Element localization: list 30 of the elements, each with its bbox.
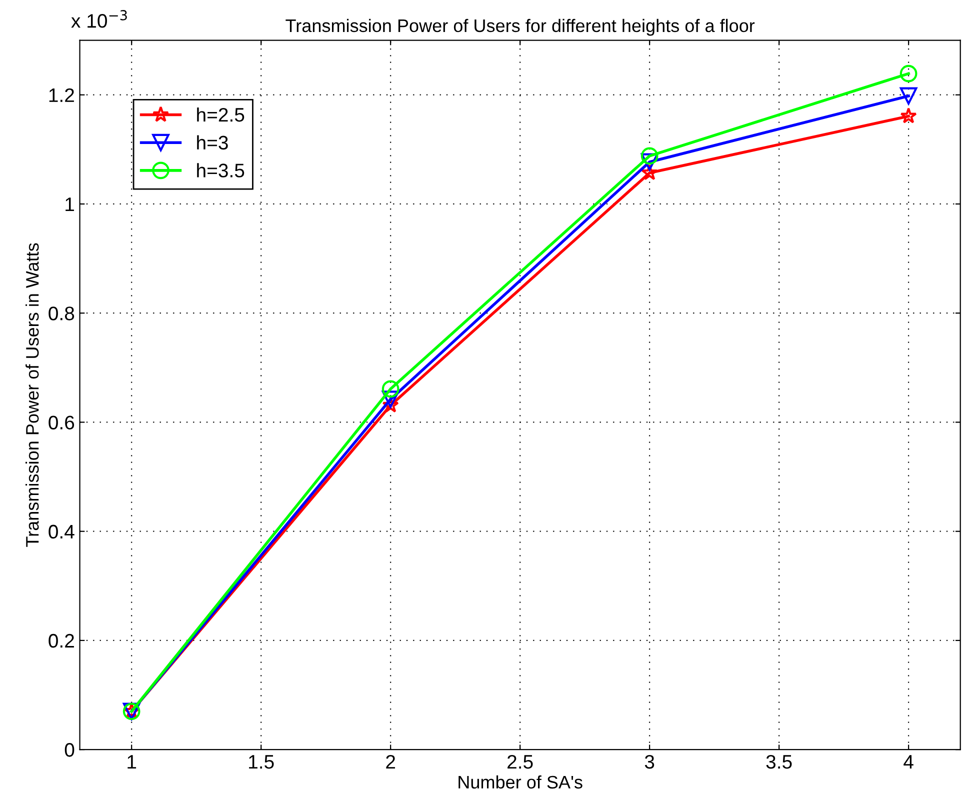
point: [640, 147, 658, 165]
y-tick-label: 0.2: [48, 634, 74, 648]
y-tick-label: 0.8: [48, 306, 74, 320]
chart-title: Transmission Power of Users for different heights of a floor: [286, 18, 755, 36]
point: [641, 164, 658, 180]
legend-label: h=2.5: [197, 107, 244, 122]
point: [900, 64, 918, 82]
x-tick-label: 4: [904, 755, 914, 769]
x-tick-label: 1.5: [249, 755, 274, 769]
y-tick-label: 1: [66, 198, 74, 212]
point: [900, 87, 918, 105]
point: [640, 153, 658, 171]
x-tick-label: 1: [128, 755, 136, 769]
legend-label: h=3.5: [197, 163, 244, 178]
text: x 10$^{−3}$: [71, 10, 127, 28]
x-tick-label: 3.5: [766, 754, 792, 769]
y-axis-title: Transmission Power of Users in Watts: [26, 243, 39, 547]
y-tick-label: 1.2: [49, 88, 74, 102]
y-tick-label: 0.6: [48, 416, 74, 430]
point: [900, 107, 917, 124]
legend-label: h=3: [197, 135, 228, 150]
x-axis-title: Number of SA's: [458, 775, 582, 789]
y-tick-label: 0: [64, 743, 74, 757]
x-tick-label: 2.5: [508, 754, 533, 769]
point: [382, 390, 400, 408]
point: [382, 396, 399, 413]
point: [382, 380, 400, 398]
x-tick-label: 3: [644, 754, 654, 769]
x-tick-label: 2: [386, 754, 396, 769]
y-tick-label: 0.4: [48, 524, 74, 539]
